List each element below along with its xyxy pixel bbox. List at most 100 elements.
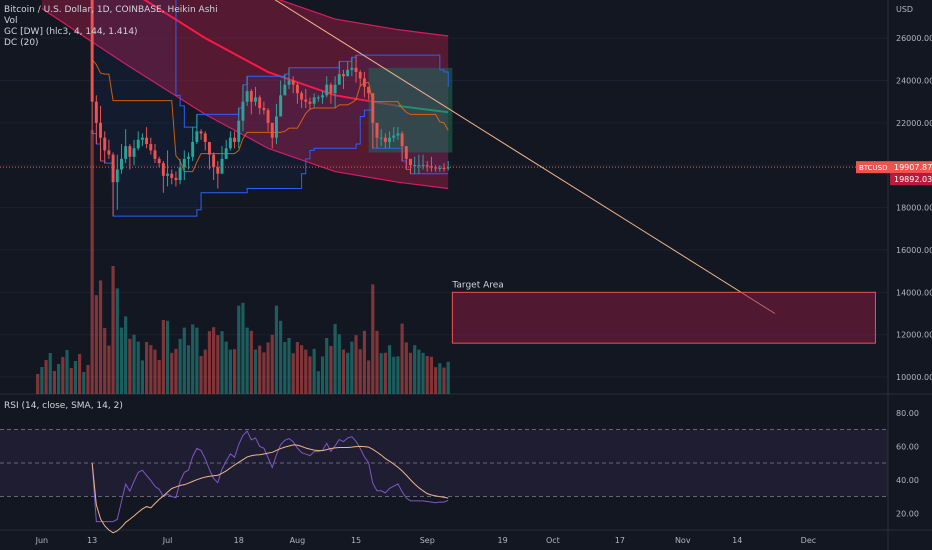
candle-body (120, 158, 123, 170)
symbol-badge (856, 161, 890, 174)
volume-bar (124, 316, 128, 394)
candle-body (396, 133, 400, 136)
candle-body (371, 93, 375, 123)
candle-body (140, 137, 144, 140)
candle-body (354, 67, 358, 73)
rsi-legend[interactable]: RSI (14, close, SMA, 14, 2) (4, 401, 123, 411)
candle-body (409, 158, 412, 166)
candle-body (224, 148, 228, 159)
trendline (274, 0, 776, 314)
volume-bar (65, 350, 69, 394)
volume-bar (48, 353, 52, 394)
candle-body (308, 101, 312, 104)
price-tick-label: 12000.00 (896, 331, 932, 340)
volume-legend[interactable]: Vol (4, 16, 18, 26)
volume-bar (69, 368, 73, 394)
volume-bar (40, 367, 44, 394)
time-axis[interactable]: Jun 13 Jul 18 Aug 15 Sep 19 Oct 17 Nov 14 Dec (35, 536, 817, 545)
volume-bar (115, 288, 119, 394)
symbol-title[interactable]: Bitcoin / U.S. Dollar, 1D, COINBASE, Hei… (4, 5, 218, 15)
candle-body (216, 167, 220, 174)
volume-bar (295, 342, 299, 394)
time-tick-label: 14 (732, 536, 742, 545)
drawings[interactable]: Target Area (0, 0, 888, 344)
candlestick-series (90, 0, 450, 217)
volume-bar (434, 367, 438, 394)
candle-body (220, 158, 224, 174)
volume-bar (136, 341, 140, 394)
candle-body (321, 95, 324, 98)
volume-bar (383, 352, 387, 394)
volume-bar (442, 367, 446, 394)
volume-bar (174, 348, 178, 394)
volume-bar (312, 348, 316, 394)
volume-bar (182, 327, 186, 394)
volume-bar (425, 356, 429, 394)
donchian-upper (175, 0, 449, 128)
candle-body (383, 137, 387, 142)
volume-bar (320, 356, 325, 394)
time-tick-label: Sep (420, 536, 435, 545)
volume-bar (299, 345, 304, 394)
volume-bar (165, 320, 170, 394)
target-area-label: Target Area (451, 280, 503, 290)
candle-body (270, 122, 274, 138)
price-tick-label: 26000.00 (896, 34, 932, 43)
last-price-badge (890, 161, 932, 174)
candle-body (153, 150, 157, 159)
candle-body (199, 131, 203, 134)
time-tick-label: Nov (675, 536, 691, 545)
channel-lower (41, 7, 449, 190)
candle-body (304, 99, 308, 102)
candle-body (413, 165, 417, 167)
time-tick-label: 17 (615, 536, 625, 545)
gaussian-channel-legend[interactable]: GC [DW] (hlc3, 4, 144, 1.414) (4, 27, 138, 37)
volume-bar (333, 324, 337, 394)
candle-body (262, 108, 266, 111)
volume-bar (186, 345, 191, 394)
candle-body (258, 97, 262, 109)
rsi-ma-line (91, 444, 449, 534)
channel-upper (278, 0, 449, 37)
volume-bar (140, 360, 145, 394)
candle-body (350, 67, 354, 70)
currency-label: USD (896, 5, 913, 14)
candle-body (346, 69, 350, 77)
volume-bar (417, 349, 421, 394)
candle-body (182, 158, 186, 168)
volume-bar (249, 330, 253, 394)
time-tick-label: Jul (162, 536, 173, 545)
volume-bar (103, 328, 107, 394)
candle-body (287, 80, 291, 85)
indicator-legend: Bitcoin / U.S. Dollar, 1D, COINBASE, Hei… (4, 5, 218, 49)
candle-body (358, 72, 362, 79)
candle-body (145, 137, 149, 145)
donchian-channel (91, 0, 449, 217)
time-tick-label: 19 (498, 536, 508, 545)
candle-body (417, 165, 421, 167)
volume-bar (253, 349, 258, 394)
donchian-legend[interactable]: DC (20) (4, 38, 39, 48)
candle-body (90, 0, 94, 102)
volume-bar (270, 334, 274, 394)
candle-body (434, 167, 438, 169)
candle-body (249, 91, 253, 102)
price-axis[interactable]: USD26000.0024000.0022000.0020000.0018000… (856, 5, 932, 382)
rsi-pane (0, 429, 888, 534)
volume-bar (90, 130, 94, 394)
donchian-fill (92, 0, 449, 217)
volume-bar (304, 349, 308, 394)
price-tick-label: 14000.00 (896, 288, 932, 297)
candle-body (245, 91, 249, 102)
candle-body (325, 84, 329, 96)
rsi-axis[interactable]: 80.00 60.00 40.00 20.00 (896, 409, 919, 519)
volume-bar (195, 327, 199, 394)
candle-body (107, 150, 111, 155)
volume-bar (375, 330, 379, 394)
price-tick-label: 24000.00 (896, 76, 932, 85)
volume-bar (329, 346, 333, 394)
candle-body (446, 167, 450, 169)
volume-bar (207, 331, 212, 394)
candle-body (187, 156, 190, 159)
